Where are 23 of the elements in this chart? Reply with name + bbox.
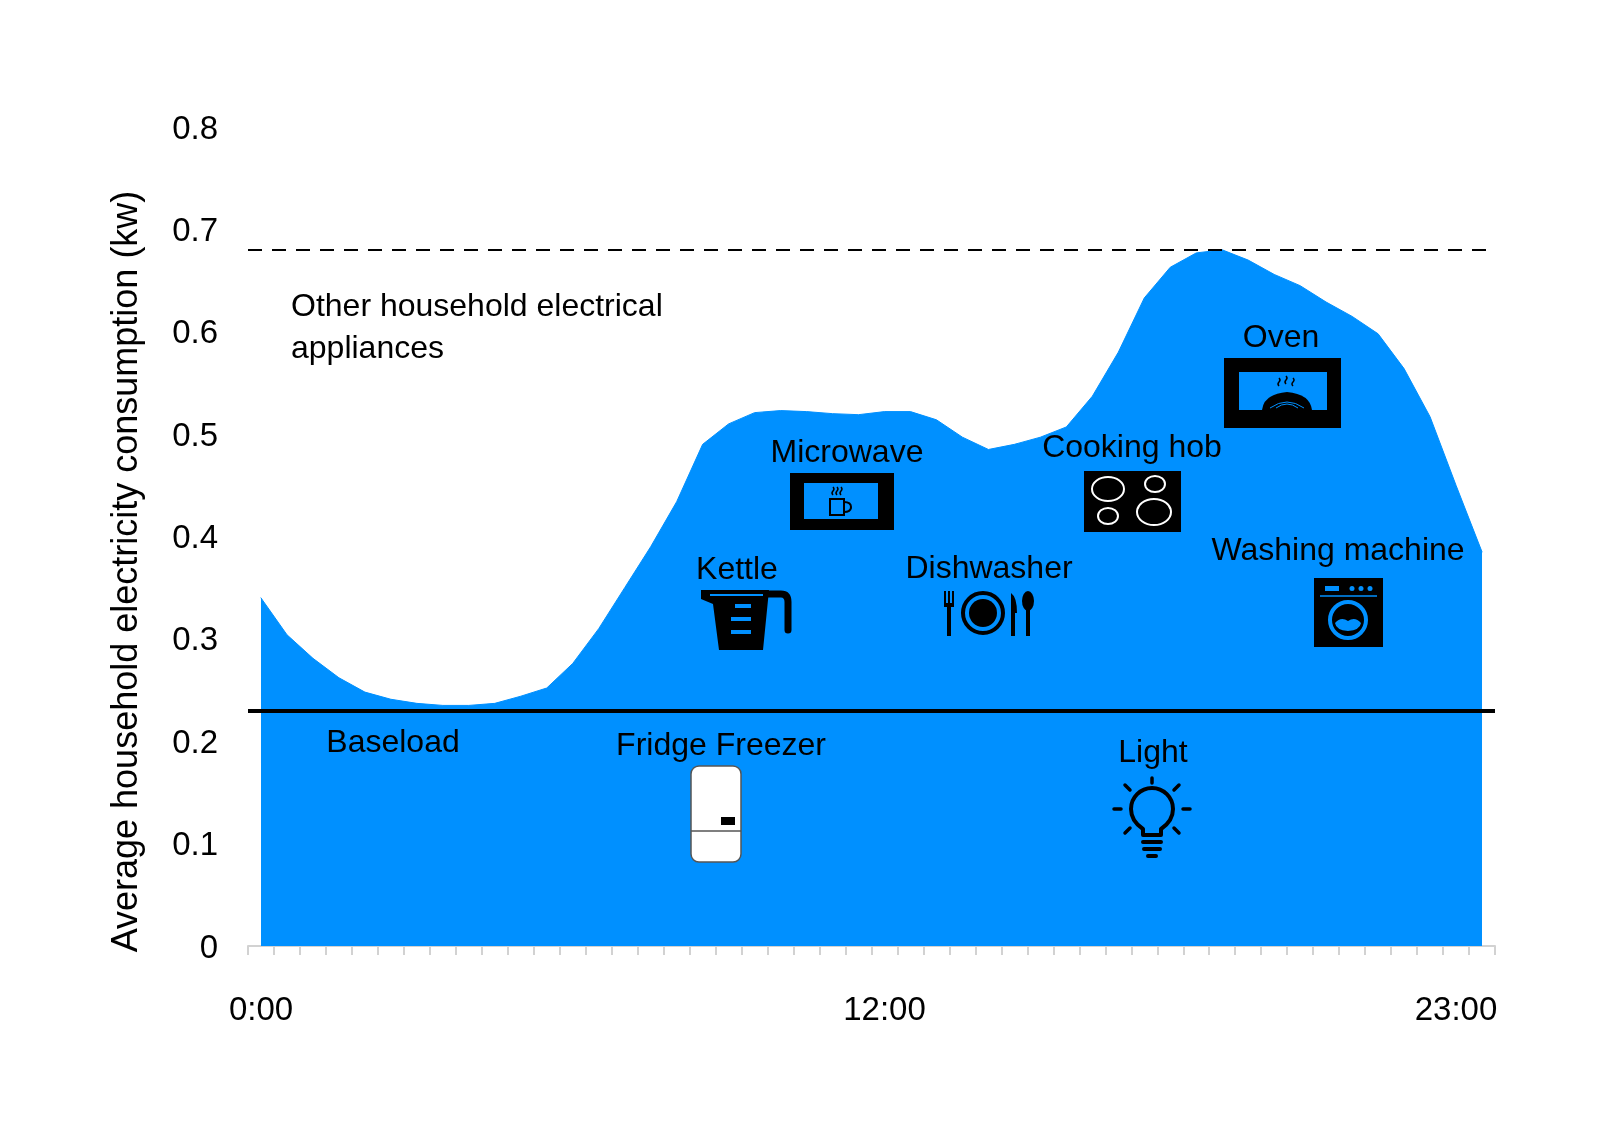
annotation: Light [1118, 732, 1188, 771]
y-tick-label: 0.7 [172, 210, 218, 248]
annotation: Baseload [326, 722, 460, 761]
y-tick-label: 0.2 [172, 722, 218, 760]
y-tick-label: 0.1 [172, 825, 218, 863]
y-axis-title: Average household electricity consumption (kw) [103, 190, 145, 953]
y-tick-label: 0.5 [172, 415, 218, 453]
annotation: Oven [1242, 317, 1320, 356]
annotation: Dishwasher [905, 548, 1073, 587]
y-tick-label: 0.8 [172, 108, 218, 146]
annotation: Fridge Freezer [616, 725, 826, 764]
y-tick-label: 0.3 [172, 620, 218, 658]
annotation: Microwave [770, 432, 924, 471]
annotation: Other household electrical appliances [291, 286, 664, 367]
y-tick-label: 0 [199, 927, 218, 965]
annotation: Kettle [696, 549, 778, 588]
y-tick-label: 0.4 [172, 518, 218, 555]
y-tick-label: 0.6 [172, 313, 218, 351]
x-tick-label: 23:00 [1414, 990, 1498, 1027]
annotation: Washing machine [1211, 530, 1465, 569]
x-tick-label: 12:00 [843, 990, 926, 1027]
annotation: Cooking hob [1042, 427, 1222, 466]
x-tick-label: 0:00 [228, 990, 294, 1027]
